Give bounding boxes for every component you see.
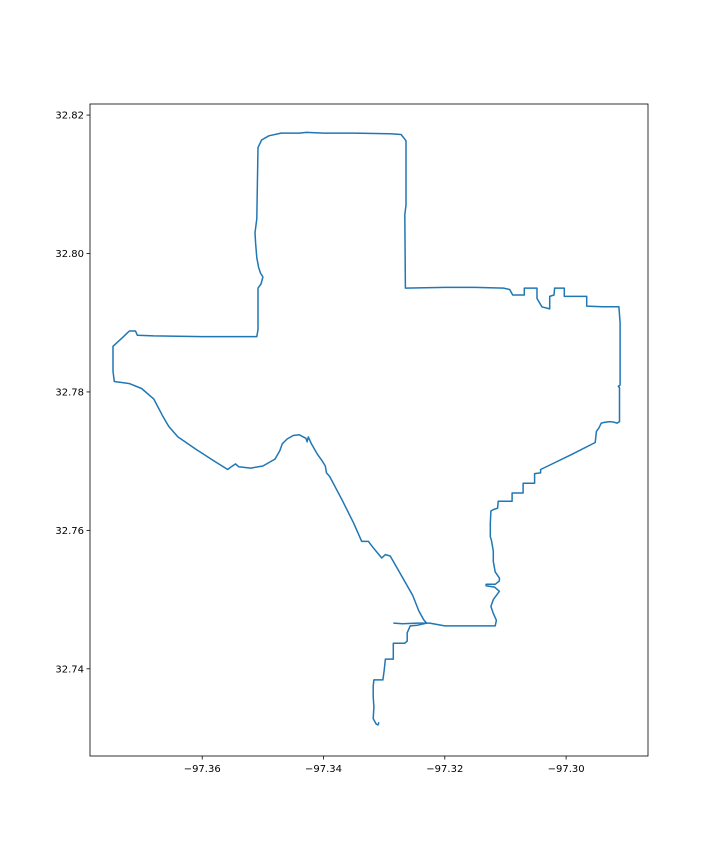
plot-area — [112, 131, 621, 726]
x-tick-label: −97.34 — [305, 764, 342, 775]
series-line-spur-2 — [393, 622, 428, 625]
series-line-spur — [372, 622, 428, 726]
x-tick-label: −97.32 — [426, 764, 463, 775]
y-tick-label: 32.78 — [55, 388, 84, 399]
x-tick-label: −97.30 — [548, 764, 585, 775]
y-tick-label: 32.80 — [55, 249, 84, 260]
series-line-boundary — [112, 131, 621, 627]
y-tick-label: 32.74 — [55, 664, 84, 675]
x-tick-label: −97.36 — [184, 764, 221, 775]
axes-frame — [89, 103, 649, 757]
y-tick-label: 32.76 — [55, 526, 84, 537]
y-axis: 32.74 32.76 32.78 32.80 32.82 — [55, 111, 90, 675]
x-axis: −97.36 −97.34 −97.32 −97.30 — [184, 756, 585, 775]
y-tick-label: 32.82 — [55, 111, 84, 122]
